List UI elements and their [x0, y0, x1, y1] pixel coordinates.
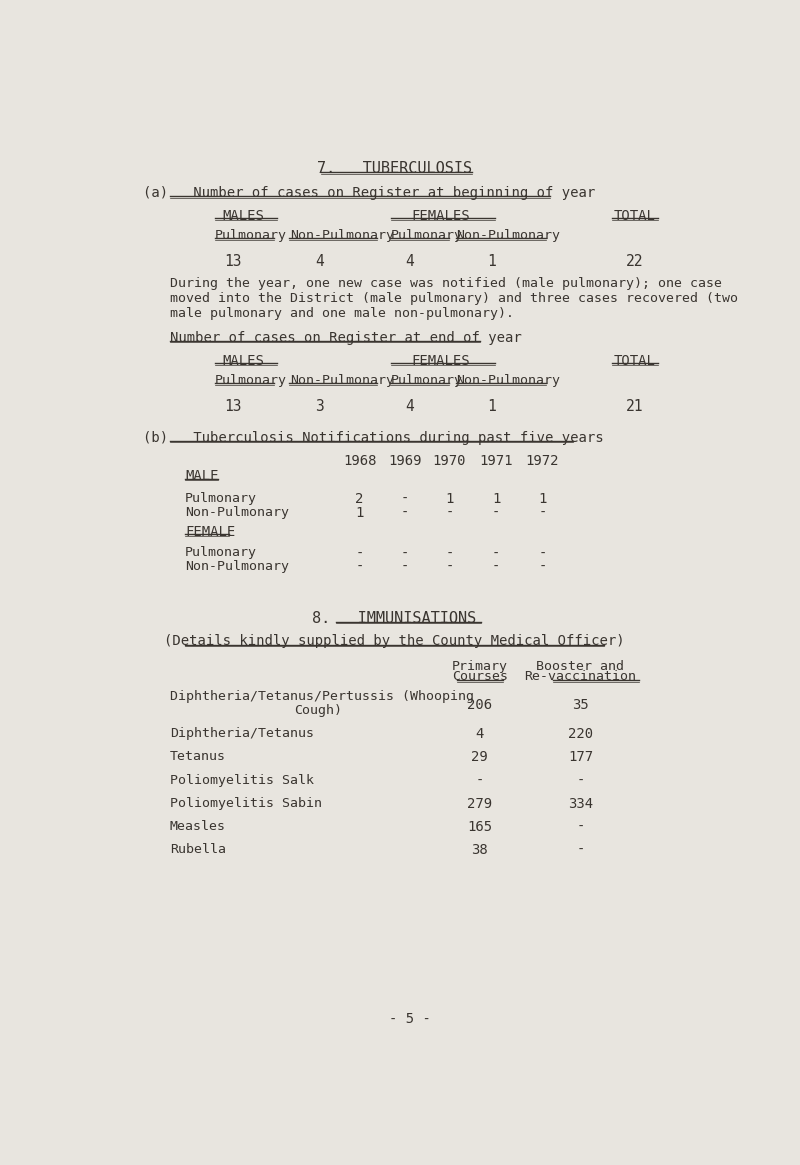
- Text: 177: 177: [568, 750, 593, 764]
- Text: 1: 1: [446, 492, 454, 506]
- Text: 1: 1: [492, 492, 500, 506]
- Text: 1969: 1969: [388, 454, 422, 468]
- Text: 220: 220: [568, 727, 593, 741]
- Text: Number of cases on Register at end of year: Number of cases on Register at end of ye…: [170, 331, 522, 345]
- Text: Non-Pulmonary: Non-Pulmonary: [290, 230, 394, 242]
- Text: 4: 4: [406, 254, 414, 269]
- Text: FEMALES: FEMALES: [412, 354, 470, 368]
- Text: 4: 4: [475, 727, 484, 741]
- Text: -: -: [400, 492, 409, 506]
- Text: 13: 13: [225, 254, 242, 269]
- Text: -: -: [446, 506, 454, 520]
- Text: -: -: [576, 820, 585, 834]
- Text: 38: 38: [471, 842, 488, 856]
- Text: 21: 21: [626, 398, 643, 414]
- Text: -: -: [492, 546, 500, 560]
- Text: Cough): Cough): [294, 704, 342, 718]
- Text: 1: 1: [355, 506, 364, 520]
- Text: -: -: [400, 546, 409, 560]
- Text: Pulmonary: Pulmonary: [186, 546, 258, 559]
- Text: Pulmonary: Pulmonary: [390, 374, 462, 387]
- Text: -: -: [355, 560, 364, 574]
- Text: (b)   Tuberculosis Notifications during past five years: (b) Tuberculosis Notifications during pa…: [142, 431, 603, 445]
- Text: Rubella: Rubella: [170, 842, 226, 856]
- Text: 1972: 1972: [526, 454, 559, 468]
- Text: During the year, one new case was notified (male pulmonary); one case
moved into: During the year, one new case was notifi…: [170, 277, 738, 320]
- Text: 1970: 1970: [433, 454, 466, 468]
- Text: Re-vaccination: Re-vaccination: [525, 670, 637, 684]
- Text: Non-Pulmonary: Non-Pulmonary: [186, 560, 290, 573]
- Text: Diphtheria/Tetanus/Pertussis (Whooping: Diphtheria/Tetanus/Pertussis (Whooping: [170, 691, 474, 704]
- Text: 4: 4: [406, 398, 414, 414]
- Text: 4: 4: [315, 254, 324, 269]
- Text: Booster and: Booster and: [537, 659, 625, 672]
- Text: 13: 13: [225, 398, 242, 414]
- Text: -: -: [538, 506, 546, 520]
- Text: 334: 334: [568, 797, 593, 811]
- Text: Non-Pulmonary: Non-Pulmonary: [290, 374, 394, 387]
- Text: -: -: [538, 560, 546, 574]
- Text: -: -: [446, 560, 454, 574]
- Text: Courses: Courses: [452, 670, 508, 684]
- Text: (Details kindly supplied by the County Medical Officer): (Details kindly supplied by the County M…: [164, 634, 625, 648]
- Text: MALES: MALES: [222, 354, 264, 368]
- Text: 35: 35: [572, 698, 589, 712]
- Text: 1: 1: [487, 254, 496, 269]
- Text: Pulmonary: Pulmonary: [214, 230, 286, 242]
- Text: 1: 1: [487, 398, 496, 414]
- Text: 1: 1: [538, 492, 546, 506]
- Text: Poliomyelitis Salk: Poliomyelitis Salk: [170, 774, 314, 786]
- Text: 165: 165: [467, 820, 492, 834]
- Text: Diphtheria/Tetanus: Diphtheria/Tetanus: [170, 727, 314, 740]
- Text: 3: 3: [315, 398, 324, 414]
- Text: FEMALES: FEMALES: [412, 209, 470, 224]
- Text: -: -: [446, 546, 454, 560]
- Text: 8.   IMMUNISATIONS: 8. IMMUNISATIONS: [312, 610, 477, 626]
- Text: 279: 279: [467, 797, 492, 811]
- Text: Pulmonary: Pulmonary: [186, 492, 258, 504]
- Text: 1971: 1971: [479, 454, 513, 468]
- Text: -: -: [475, 774, 484, 788]
- Text: -: -: [400, 506, 409, 520]
- Text: MALES: MALES: [222, 209, 264, 224]
- Text: Primary: Primary: [452, 659, 508, 672]
- Text: -: -: [576, 842, 585, 856]
- Text: TOTAL: TOTAL: [614, 354, 656, 368]
- Text: Non-Pulmonary: Non-Pulmonary: [457, 374, 561, 387]
- Text: 7.   TUBERCULOSIS: 7. TUBERCULOSIS: [317, 162, 472, 176]
- Text: FEMALE: FEMALE: [186, 524, 235, 538]
- Text: Pulmonary: Pulmonary: [214, 374, 286, 387]
- Text: Poliomyelitis Sabin: Poliomyelitis Sabin: [170, 797, 322, 810]
- Text: Non-Pulmonary: Non-Pulmonary: [457, 230, 561, 242]
- Text: -: -: [492, 560, 500, 574]
- Text: 1968: 1968: [343, 454, 376, 468]
- Text: Measles: Measles: [170, 820, 226, 833]
- Text: Pulmonary: Pulmonary: [390, 230, 462, 242]
- Text: 22: 22: [626, 254, 643, 269]
- Text: -: -: [492, 506, 500, 520]
- Text: (a)   Number of cases on Register at beginning of year: (a) Number of cases on Register at begin…: [142, 186, 595, 200]
- Text: - 5 -: - 5 -: [389, 1012, 431, 1026]
- Text: Non-Pulmonary: Non-Pulmonary: [186, 506, 290, 518]
- Text: 2: 2: [355, 492, 364, 506]
- Text: Tetanus: Tetanus: [170, 750, 226, 763]
- Text: MALE: MALE: [186, 469, 218, 483]
- Text: 29: 29: [471, 750, 488, 764]
- Text: -: -: [400, 560, 409, 574]
- Text: -: -: [576, 774, 585, 788]
- Text: TOTAL: TOTAL: [614, 209, 656, 224]
- Text: 206: 206: [467, 698, 492, 712]
- Text: -: -: [538, 546, 546, 560]
- Text: -: -: [355, 546, 364, 560]
